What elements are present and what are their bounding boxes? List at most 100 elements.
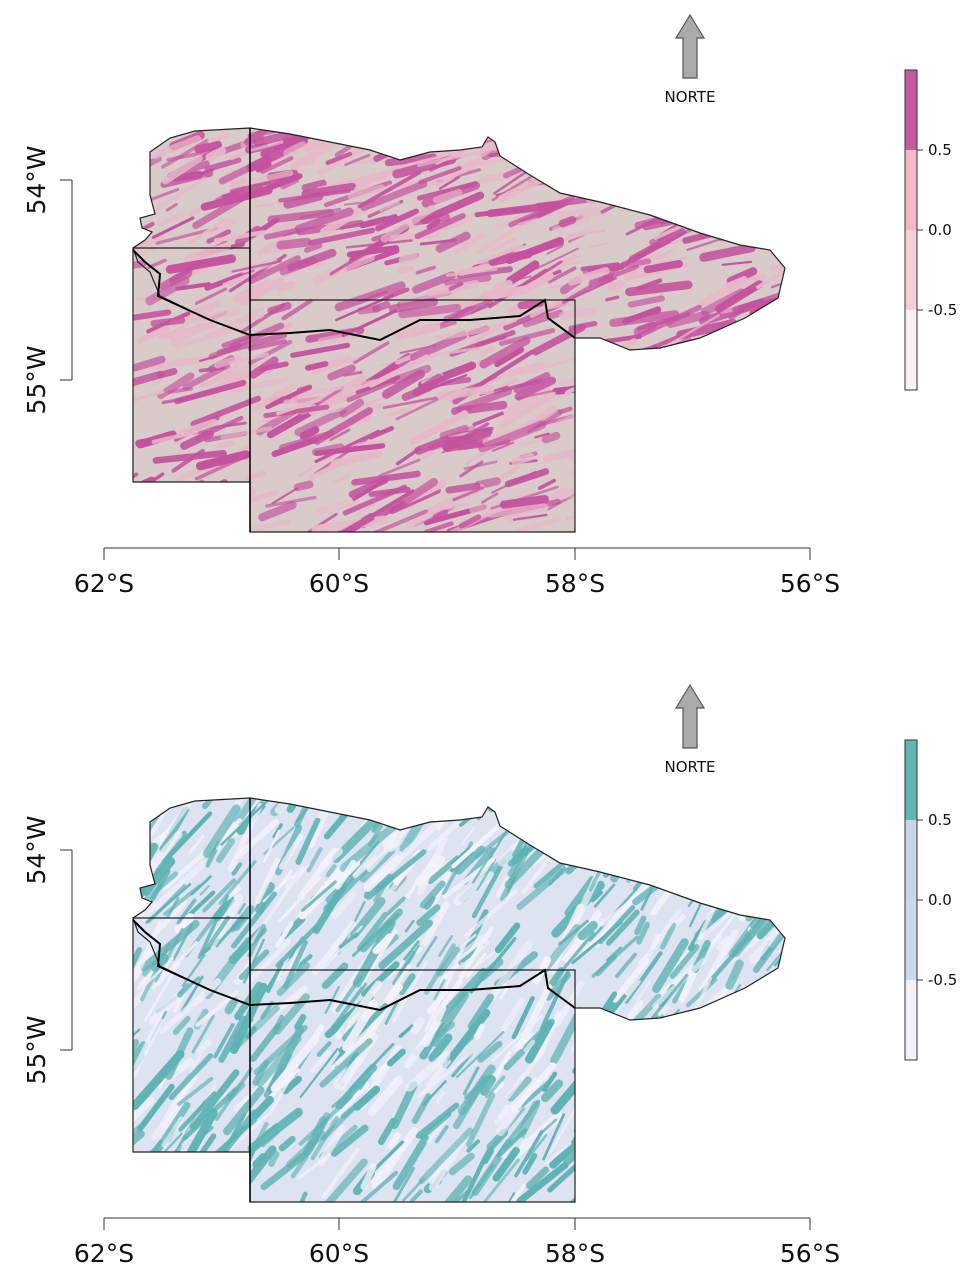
raster-texture: [199, 505, 231, 516]
raster-texture: [504, 499, 545, 505]
raster-texture: [729, 857, 770, 912]
raster-texture: [596, 811, 630, 853]
raster-texture: [588, 1118, 617, 1169]
raster-texture: [800, 803, 811, 825]
raster-texture: [442, 127, 493, 139]
raster-texture: [710, 420, 746, 436]
raster-texture: [738, 877, 747, 886]
raster-texture: [701, 405, 727, 422]
raster-texture: [695, 164, 759, 172]
raster-texture: [724, 324, 760, 343]
raster-texture: [587, 517, 636, 535]
raster-texture: [770, 351, 788, 363]
raster-texture: [753, 1031, 772, 1062]
raster-texture: [680, 1018, 704, 1070]
raster-texture: [663, 1161, 677, 1184]
raster-texture: [598, 788, 637, 826]
raster-texture: [798, 366, 812, 374]
raster-texture: [672, 780, 694, 821]
raster-texture: [582, 131, 616, 142]
raster-texture: [313, 113, 380, 130]
raster-texture: [679, 101, 733, 136]
raster-texture: [703, 1145, 730, 1185]
raster-texture: [761, 404, 810, 411]
raster-texture: [154, 320, 182, 323]
raster-texture: [615, 1102, 645, 1153]
raster-texture: [597, 775, 610, 797]
raster-texture: [705, 1151, 721, 1177]
raster-texture: [515, 457, 531, 462]
raster-texture: [759, 485, 793, 496]
raster-texture: [169, 494, 206, 506]
raster-texture: [753, 794, 785, 846]
raster-texture: [783, 985, 791, 1000]
raster-texture: [490, 153, 512, 155]
raster-texture: [635, 123, 650, 131]
raster-texture: [330, 774, 349, 805]
raster-texture: [554, 807, 575, 824]
raster-texture: [601, 1091, 631, 1150]
raster-texture: [537, 790, 544, 803]
raster-texture: [643, 1170, 656, 1190]
raster-texture: [617, 172, 675, 182]
raster-texture: [465, 102, 519, 126]
raster-texture: [591, 169, 612, 177]
raster-texture: [362, 774, 407, 826]
raster-texture: [748, 374, 760, 378]
raster-texture: [768, 1135, 803, 1175]
raster-texture: [623, 110, 671, 135]
raster-texture: [532, 99, 591, 135]
raster-texture: [675, 1119, 714, 1156]
raster-texture: [449, 486, 477, 490]
raster-texture: [577, 400, 636, 409]
raster-texture: [667, 458, 725, 482]
raster-texture: [767, 228, 825, 244]
raster-texture: [636, 504, 661, 516]
raster-texture: [746, 825, 781, 878]
raster-texture: [788, 169, 804, 173]
raster-texture: [673, 1190, 685, 1209]
raster-texture: [754, 334, 788, 338]
raster-texture: [604, 1049, 630, 1085]
raster-texture: [667, 402, 697, 413]
raster-texture: [350, 533, 368, 536]
raster-texture: [661, 1023, 704, 1062]
raster-texture: [645, 1091, 657, 1110]
raster-texture: [735, 501, 790, 517]
raster-texture: [673, 377, 706, 382]
raster-texture: [780, 961, 794, 988]
raster-texture: [691, 1176, 699, 1193]
raster-texture: [783, 949, 791, 965]
raster-texture: [643, 511, 682, 521]
legend-swatch: [905, 900, 917, 980]
raster-texture: [614, 1115, 649, 1165]
raster-texture: [561, 211, 604, 216]
raster-texture: [563, 311, 592, 316]
raster-texture: [491, 796, 504, 808]
raster-texture: [742, 1145, 756, 1166]
raster-texture: [599, 780, 611, 800]
raster-texture: [786, 902, 813, 959]
raster-texture: [772, 1057, 810, 1100]
raster-texture: [653, 1018, 659, 1028]
raster-texture: [682, 1079, 697, 1102]
raster-texture: [710, 355, 728, 365]
raster-texture: [745, 1039, 760, 1070]
y-tick-label: 55°W: [22, 345, 51, 414]
raster-texture: [596, 783, 628, 840]
raster-texture: [585, 1179, 594, 1189]
raster-texture: [639, 789, 657, 821]
raster-texture: [785, 746, 822, 805]
raster-texture: [798, 1191, 805, 1202]
raster-texture: [583, 341, 633, 374]
legend-swatch: [905, 150, 917, 230]
raster-texture: [694, 222, 716, 228]
raster-texture: [620, 415, 673, 450]
raster-texture: [742, 889, 779, 917]
y-tick-label: 54°W: [22, 145, 51, 214]
raster-texture: [202, 1165, 221, 1181]
raster-texture: [729, 324, 772, 333]
raster-texture: [754, 1107, 786, 1159]
raster-texture: [663, 186, 703, 198]
raster-texture: [670, 445, 692, 456]
